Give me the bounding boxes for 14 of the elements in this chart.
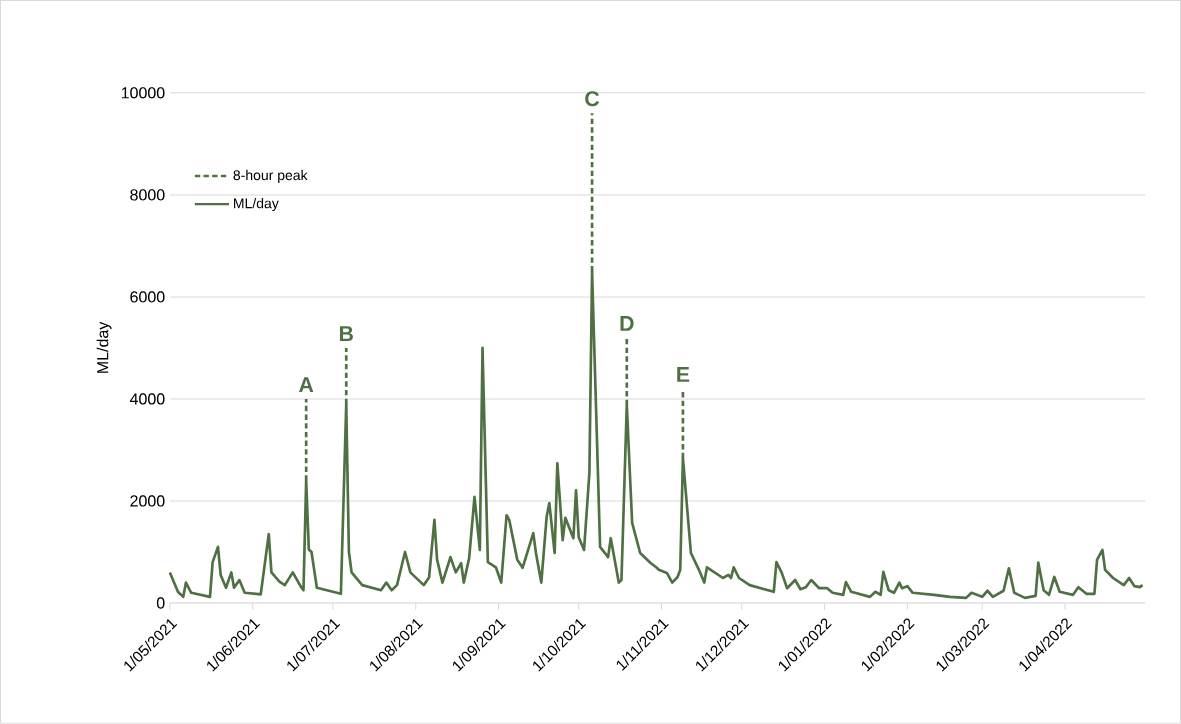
annotation: A: [298, 377, 314, 393]
annotation: D: [620, 316, 634, 331]
y-tick-label: 10000: [121, 87, 165, 99]
annotation: C: [585, 91, 600, 107]
annotation: E: [677, 367, 690, 382]
y-tick-label: 0: [156, 597, 165, 609]
y-tick-label: 6000: [130, 291, 165, 303]
annotation: B: [339, 326, 353, 342]
y-tick-label: 4000: [129, 393, 165, 405]
y-tick-label: 2000: [130, 495, 165, 507]
y-axis-title: ML/day: [96, 321, 112, 373]
legend-label: 8-hour peak: [233, 169, 308, 183]
y-tick-label: 8000: [130, 189, 165, 201]
legend-label: ML/day: [234, 198, 279, 212]
